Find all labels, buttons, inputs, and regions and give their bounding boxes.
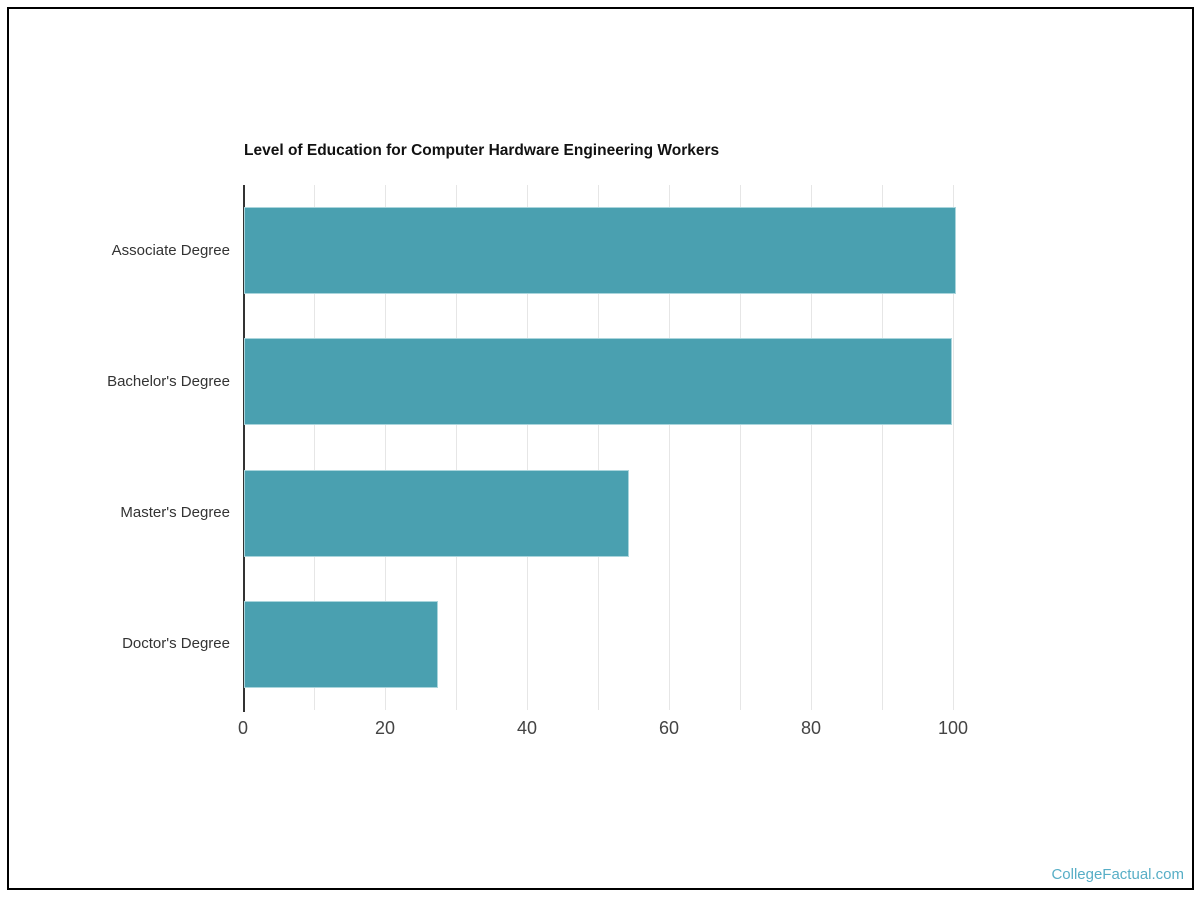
category-label: Doctor's Degree [122,635,230,653]
gridline [740,185,741,710]
category-label: Master's Degree [120,504,230,522]
x-tick-label: 60 [658,718,680,738]
gridline [953,185,954,710]
gridline [882,185,883,710]
category-label: Associate Degree [111,241,230,259]
gridline [669,185,670,710]
gridline [527,185,528,710]
gridline [314,185,315,710]
x-tick-label: 80 [800,718,822,738]
x-tick-label: 0 [237,718,248,738]
y-axis-line [243,185,245,712]
bar-doctor-s-degree [244,600,438,688]
chart-title: Level of Education for Computer Hardware… [244,142,720,159]
plot-area [243,185,956,712]
x-tick-label: 100 [937,718,969,738]
category-label: Bachelor's Degree [107,372,230,390]
gridline [456,185,457,710]
x-tick-label: 20 [374,718,396,738]
gridline [811,185,812,710]
bar-associate-degree [244,207,956,295]
gridline [598,185,599,710]
x-tick-label: 40 [516,718,538,738]
gridline [385,185,386,710]
watermark-link[interactable]: CollegeFactual.com [1051,866,1184,883]
bar-master-s-degree [243,469,630,557]
bar-bachelor-s-degree [244,338,952,426]
